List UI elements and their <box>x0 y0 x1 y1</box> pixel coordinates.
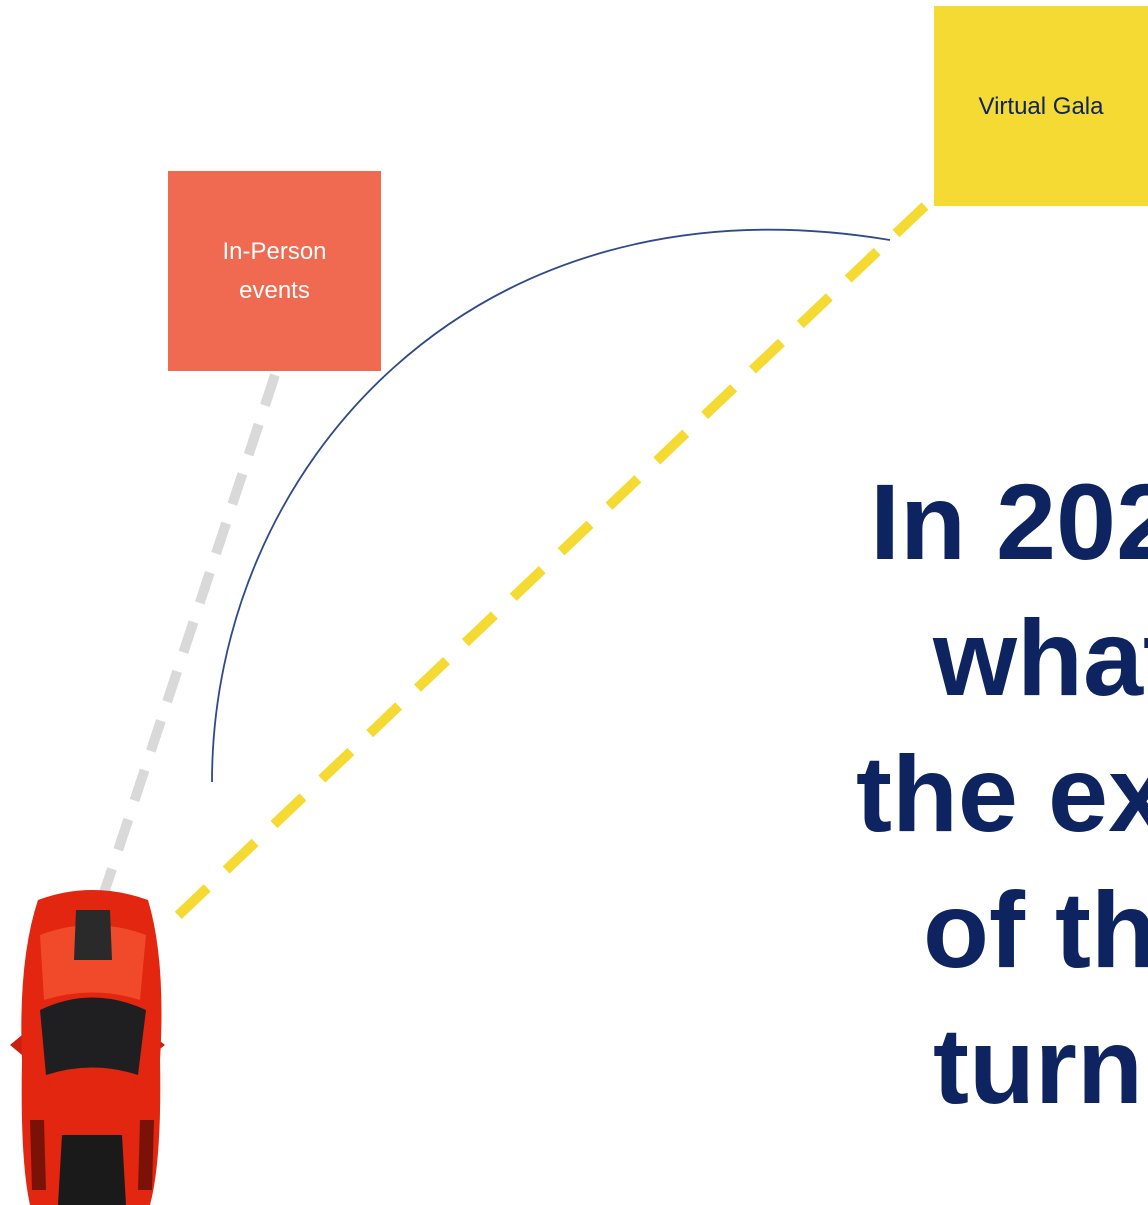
in-person-box: In-Person events <box>168 171 381 371</box>
virtual-gala-box: Virtual Gala <box>934 6 1148 206</box>
headline-line: the ex <box>856 733 1148 854</box>
headline-line: of th <box>923 869 1148 990</box>
box-label: events <box>239 277 310 304</box>
arc <box>211 228 891 783</box>
headline-line: In 202 <box>870 461 1148 582</box>
box-label: In-Person <box>222 238 327 265</box>
car <box>10 890 165 1205</box>
gray-dashed-path <box>95 373 280 907</box>
box-label: Virtual Gala <box>978 92 1104 120</box>
yellow-dashed-path <box>161 202 929 932</box>
headline-line: turn <box>933 1005 1143 1126</box>
